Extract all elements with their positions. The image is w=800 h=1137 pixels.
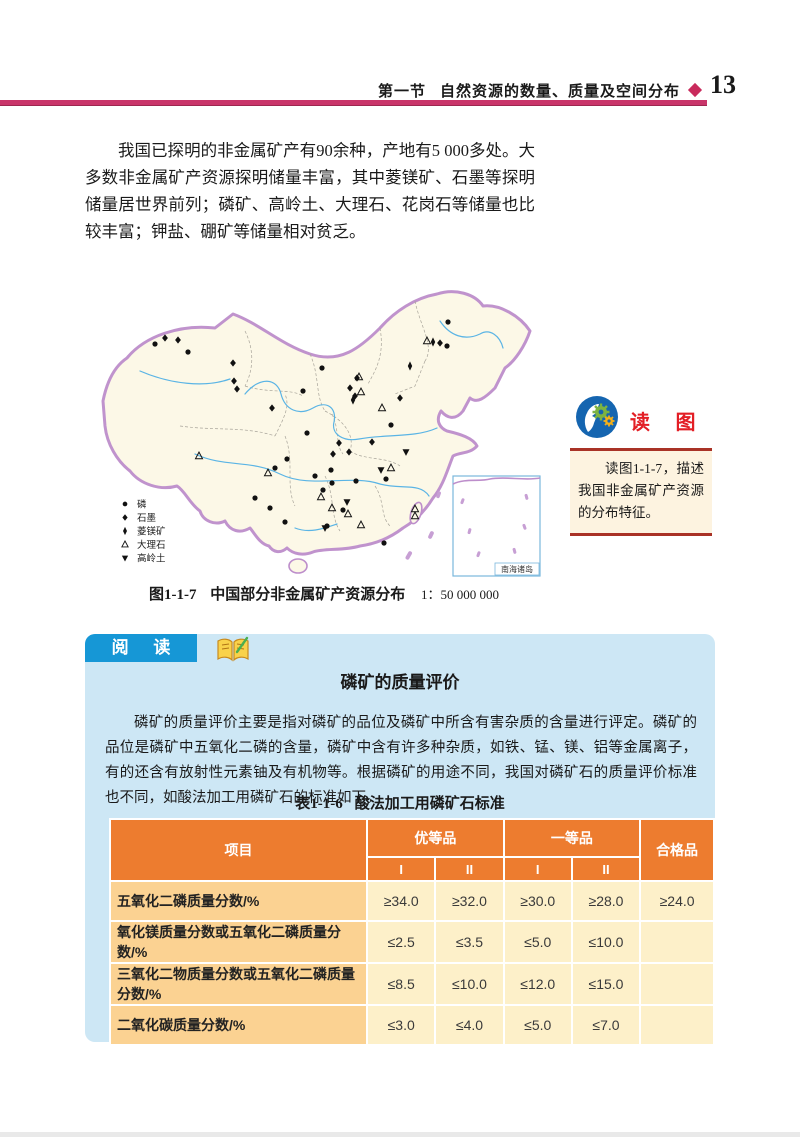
diamond-icon <box>687 82 703 98</box>
cell: ≥32.0 <box>436 882 503 920</box>
offshore-islands <box>405 491 441 560</box>
china-outline <box>101 290 532 556</box>
cell: ≤15.0 <box>572 964 640 1004</box>
table-caption: 表1-1-6 酸法加工用磷矿石标准 <box>85 792 715 813</box>
svg-text:菱镁矿: 菱镁矿 <box>137 526 166 538</box>
sub-col-4: II <box>572 858 640 880</box>
inset-label: 南海诸岛 <box>501 564 533 574</box>
read-map-header: 读 图 <box>572 394 714 446</box>
cell: ≤3.5 <box>436 922 503 962</box>
head-gears-icon <box>576 396 618 438</box>
cell: ≤5.0 <box>504 922 571 962</box>
cell: ≥28.0 <box>572 882 640 920</box>
intro-paragraph: 我国已探明的非金属矿产有90余种，产地有5 000多处。大多数非金属矿产资源探明… <box>85 140 535 241</box>
svg-text:大理石: 大理石 <box>137 539 166 551</box>
province-borders <box>179 300 429 532</box>
page-header: 第一节 自然资源的数量、质量及空间分布 <box>0 80 703 101</box>
cell: ≥24.0 <box>641 882 713 920</box>
sub-col-3: I <box>504 858 571 880</box>
section-number: 第一节 <box>377 83 426 100</box>
cell: ≤4.0 <box>436 1006 503 1044</box>
svg-text:高岭土: 高岭土 <box>137 553 166 565</box>
south-china-sea-inset: 南海诸岛 <box>452 475 541 577</box>
col-header-item: 项目 <box>111 820 367 880</box>
cell <box>641 922 713 962</box>
cell <box>641 1006 713 1044</box>
cell: ≤7.0 <box>572 1006 640 1044</box>
reading-tab: 阅 读 <box>85 634 197 662</box>
cell: ≤3.0 <box>368 1006 435 1044</box>
open-book-icon <box>217 636 249 662</box>
sub-col-2: II <box>436 858 503 880</box>
figure-number: 图1-1-7 <box>148 587 197 603</box>
table-number: 表1-1-6 <box>295 796 343 812</box>
section-title: 自然资源的数量、质量及空间分布 <box>439 83 680 100</box>
cell: ≤5.0 <box>504 1006 571 1044</box>
cell: ≤12.0 <box>504 964 571 1004</box>
row-label: 二氧化碳质量分数/% <box>111 1006 367 1044</box>
row-label: 五氧化二磷质量分数/% <box>111 882 367 920</box>
figure-caption: 图1-1-7 中国部分非金属矿产资源分布 1：50 000 000 <box>85 583 563 604</box>
table-row: 三氧化二物质量分数或五氧化二磷质量分数/% ≤8.5 ≤10.0 ≤12.0 ≤… <box>111 964 713 1004</box>
sub-col-1: I <box>368 858 435 880</box>
table-row: 氧化镁质量分数或五氧化二磷质量分数/% ≤2.5 ≤3.5 ≤5.0 ≤10.0 <box>111 922 713 962</box>
cell: ≤2.5 <box>368 922 435 962</box>
cell: ≥34.0 <box>368 882 435 920</box>
svg-text:磷: 磷 <box>137 499 147 511</box>
col-header-qualified: 合格品 <box>641 820 713 880</box>
china-mineral-map: 磷石墨菱镁矿 大理石高岭土 南海诸岛 <box>85 276 563 581</box>
table-row: 二氧化碳质量分数/% ≤3.0 ≤4.0 ≤5.0 ≤7.0 <box>111 1006 713 1044</box>
cell: ≤10.0 <box>436 964 503 1004</box>
row-label: 三氧化二物质量分数或五氧化二磷质量分数/% <box>111 964 367 1004</box>
table-row: 五氧化二磷质量分数/% ≥34.0 ≥32.0 ≥30.0 ≥28.0 ≥24.… <box>111 882 713 920</box>
reading-section: 阅 读 磷矿的质量评价 磷矿的质量评价主要是指对磷矿的品位及磷矿中所含有害杂质的… <box>85 634 715 1046</box>
page-edge <box>0 1132 800 1137</box>
figure-title: 中国部分非金属矿产资源分布 <box>210 587 406 603</box>
phosphate-standard-table: 项目 优等品 一等品 合格品 I II I II 五氧化二磷质量分数/% ≥34… <box>109 818 715 1046</box>
read-map-title: 读 图 <box>630 412 706 434</box>
table-title: 酸法加工用磷矿石标准 <box>354 796 505 812</box>
reading-body: 磷矿的质量评价主要是指对磷矿的品位及磷矿中所含有害杂质的含量进行评定。磷矿的品位… <box>105 714 697 806</box>
reading-title: 磷矿的质量评价 <box>340 673 460 692</box>
cell: ≤10.0 <box>572 922 640 962</box>
col-group-premium: 优等品 <box>368 820 503 856</box>
cell: ≥30.0 <box>504 882 571 920</box>
cell: ≤8.5 <box>368 964 435 1004</box>
row-label: 氧化镁质量分数或五氧化二磷质量分数/% <box>111 922 367 962</box>
figure-scale: 1：50 000 000 <box>421 587 500 602</box>
rivers <box>139 320 504 532</box>
svg-text:石墨: 石墨 <box>137 513 157 524</box>
header-rule <box>0 100 707 106</box>
read-map-box: 读图1-1-7，描述我国非金属矿产资源的分布特征。 <box>570 448 712 536</box>
hainan-island <box>288 558 308 574</box>
col-group-first: 一等品 <box>504 820 640 856</box>
page-number: 13 <box>710 70 736 99</box>
cell <box>641 964 713 1004</box>
read-map-text: 读图1-1-7，描述我国非金属矿产资源的分布特征。 <box>578 461 704 520</box>
